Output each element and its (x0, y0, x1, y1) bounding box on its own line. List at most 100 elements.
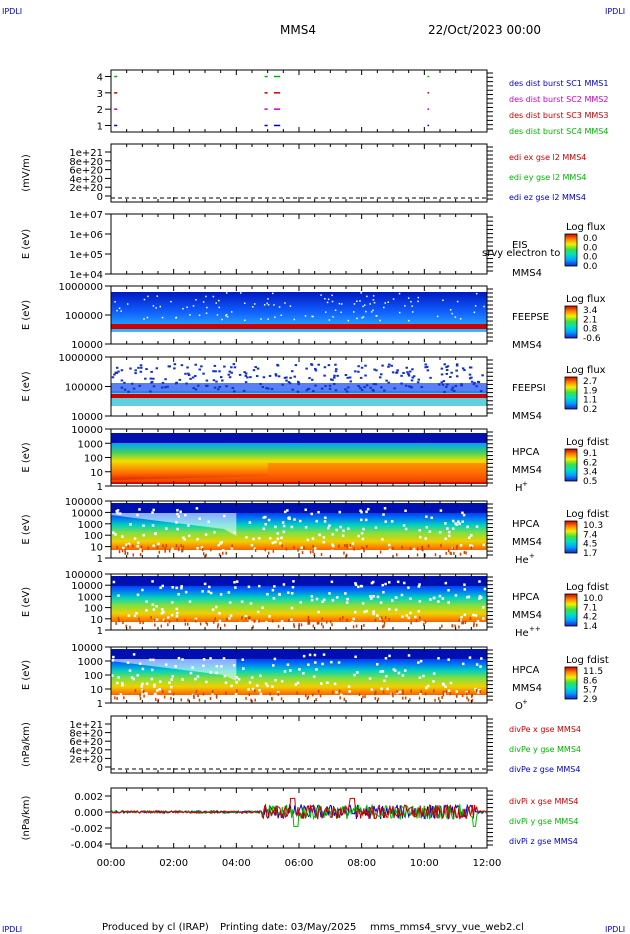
spectrogram-pixel (267, 298, 269, 300)
spectrogram-pixel (176, 618, 179, 622)
spectrogram-pixel (118, 618, 120, 622)
spectrogram-pixel (320, 294, 322, 296)
y-tick-label: 1000 (78, 520, 103, 531)
spectrogram-pixel (120, 369, 124, 372)
spectrogram-pixel (379, 319, 381, 322)
spectrogram-pixel (381, 698, 385, 701)
spectrogram-pixel (468, 377, 472, 380)
spectrogram-pixel (132, 677, 135, 681)
spectrogram-pixel (456, 544, 458, 548)
spectrogram-pixel (396, 580, 400, 584)
spectrogram-pixel (332, 316, 334, 318)
spectrogram-pixel (175, 607, 179, 611)
spectrogram-pixel (287, 381, 291, 384)
legend-entry: edi ey gse l2 MMS4 (509, 173, 587, 182)
spectrogram-pixel (424, 366, 427, 369)
spectrogram-pixel (409, 611, 412, 615)
spectrogram-pixel (234, 692, 238, 696)
spectrogram-pixel (369, 595, 372, 598)
spectrogram-pixel (442, 299, 444, 302)
spectrogram-pixel (252, 369, 256, 372)
spectrogram-pixel (209, 697, 212, 701)
spectrogram-pixel (192, 387, 195, 390)
y-tick-label: 1e+07 (69, 210, 103, 221)
spectrogram-pixel (212, 379, 216, 382)
spectrogram-pixel (152, 377, 155, 380)
spectrogram-pixel (203, 582, 207, 586)
y-axis-label: E (eV) (21, 300, 32, 330)
spectrogram-pixel (325, 311, 327, 313)
spectrogram-pixel (272, 549, 275, 553)
spectrogram-pixel (163, 695, 166, 699)
spectrogram-pixel (343, 697, 346, 701)
colorbar-tick-label: 7.1 (583, 603, 597, 613)
spectrogram-pixel (312, 315, 314, 318)
spectrogram-pixel (442, 380, 446, 383)
y-tick-label: 1000000 (58, 353, 103, 364)
spectrogram-pixel (256, 619, 259, 623)
spectrogram-pixel (482, 543, 485, 547)
spectrogram-pixel (444, 581, 448, 585)
spectrogram-pixel (113, 373, 116, 376)
y-tick-label: 100 (84, 531, 103, 542)
spectrogram-pixel (267, 518, 271, 522)
y-tick-label: 1 (97, 699, 103, 710)
spectrogram-pixel (186, 306, 188, 309)
spectrogram-pixel (388, 543, 391, 547)
spectrogram-pixel (187, 374, 191, 377)
colorbar-title: Log flux (566, 294, 606, 305)
spectrogram-pixel (202, 664, 205, 668)
colorbar-title: Log flux (566, 222, 606, 233)
spectrogram-pixel (231, 387, 235, 390)
spectrogram-pixel (432, 680, 435, 683)
spectrogram-pixel (219, 593, 223, 596)
spectrogram-pixel (182, 307, 184, 310)
spectrogram-pixel (290, 592, 294, 595)
y-tick-label: 4e+20 (69, 174, 103, 185)
spectrogram-pixel (111, 659, 115, 662)
spectrogram-pixel (330, 378, 333, 381)
spectrogram-pixel (121, 535, 124, 538)
spectrogram-pixel (123, 388, 127, 391)
spectrogram-pixel (143, 318, 145, 320)
spectrogram-pixel (145, 600, 148, 603)
spectrogram-pixel (402, 689, 404, 693)
spectrogram-pixel (214, 617, 217, 621)
colorbar-tick-label: 1.9 (583, 386, 598, 396)
y-tick-label: -0.002 (71, 824, 103, 835)
x-tick-label: 00:00 (97, 858, 126, 869)
spectrogram-pixel (418, 676, 422, 679)
spectrogram-pixel (449, 695, 453, 699)
spectrogram-pixel (398, 311, 401, 314)
spectrogram-pixel (263, 304, 266, 306)
spectrogram-pixel (195, 507, 199, 510)
spectrogram-pixel (287, 591, 290, 594)
spectrogram-pixel (215, 694, 218, 698)
spectrogram-pixel (450, 371, 453, 374)
spectrogram-pixel (470, 694, 473, 698)
spectrogram-pixel (317, 610, 320, 614)
y-tick-label: 10000 (71, 412, 103, 423)
spectrogram-pixel (445, 385, 448, 388)
spectrogram-pixel (122, 546, 125, 550)
spectrogram-pixel (277, 624, 280, 628)
spectrogram-pixel (205, 553, 207, 557)
spectrogram-pixel (127, 614, 131, 617)
spectrogram-pixel (473, 311, 476, 314)
spectrogram-pixel (249, 602, 253, 605)
spacecraft-label: MMS4 (512, 537, 542, 548)
spectrogram-pixel (303, 546, 305, 550)
spectrogram-pixel (459, 318, 462, 320)
spectrogram-pixel (271, 697, 273, 701)
spectrogram-pixel (205, 680, 208, 684)
spectrogram-pixel (310, 598, 314, 602)
spectrogram-pixel (423, 623, 425, 627)
spectrogram-pixel (267, 551, 270, 555)
spectrogram-pixel (384, 302, 387, 304)
spectrogram-pixel (321, 617, 323, 621)
spectrogram-pixel (175, 544, 178, 548)
species-charge: + (522, 480, 528, 488)
spectrogram-pixel (446, 365, 450, 368)
spectrogram-pixel (306, 538, 310, 542)
spectrogram-pixel (375, 663, 379, 666)
